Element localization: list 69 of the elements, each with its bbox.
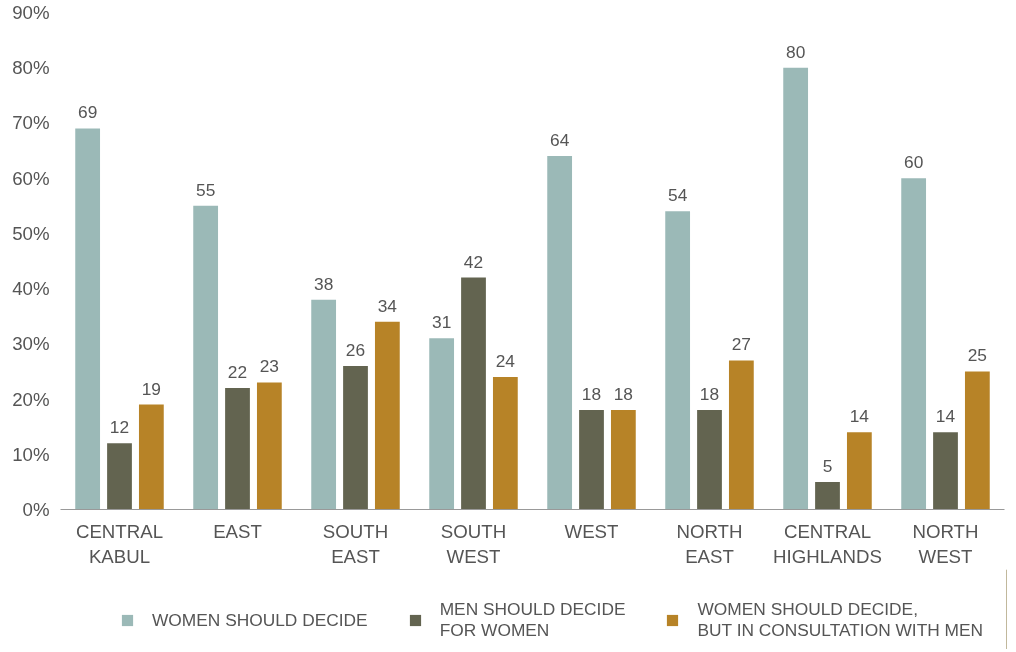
bar — [374, 321, 400, 510]
y-tick-label: 10% — [12, 443, 50, 465]
data-label: 80 — [786, 41, 806, 62]
x-tick-label: EAST — [213, 520, 262, 542]
y-tick-label: 0% — [22, 499, 50, 520]
bar — [610, 410, 636, 510]
y-tick-label: 30% — [12, 333, 50, 355]
x-tick-label: NORTH EAST — [676, 520, 743, 567]
bar — [138, 404, 164, 510]
y-tick-label: 20% — [12, 388, 50, 410]
data-label: 14 — [935, 406, 956, 427]
data-label: 18 — [581, 384, 602, 405]
data-label: 18 — [699, 384, 720, 405]
bar — [665, 211, 691, 510]
bar — [311, 299, 337, 510]
y-tick-label: 70% — [12, 112, 50, 134]
y-tick-label: 90% — [12, 2, 50, 23]
data-label: 69 — [78, 102, 98, 123]
data-label: 64 — [550, 130, 570, 151]
bar — [933, 432, 958, 510]
data-label: 31 — [432, 312, 452, 333]
data-label: 27 — [731, 334, 751, 355]
data-label: 14 — [849, 406, 870, 427]
data-label: 60 — [904, 152, 924, 173]
bar — [107, 443, 132, 510]
data-label: 24 — [495, 350, 516, 371]
bar — [846, 432, 872, 510]
data-label: 23 — [259, 356, 279, 377]
bar — [75, 128, 101, 510]
bar — [492, 376, 518, 510]
x-tick-label: SOUTH WEST — [440, 520, 507, 567]
bar — [901, 178, 927, 510]
bar — [783, 67, 809, 510]
data-label: 42 — [463, 251, 484, 272]
y-tick-label: 50% — [12, 222, 50, 244]
data-label: 12 — [109, 417, 130, 438]
bar — [547, 156, 573, 510]
bar — [343, 365, 368, 510]
x-tick-label: CENTRAL HIGHLANDS — [773, 520, 882, 567]
legend-label: WOMEN SHOULD DECIDE — [152, 609, 368, 631]
data-label: 26 — [345, 339, 366, 360]
bar — [579, 410, 604, 510]
data-label: 54 — [668, 185, 688, 206]
x-tick-label: NORTH WEST — [912, 520, 979, 567]
x-tick-label: CENTRAL KABUL — [75, 520, 164, 567]
x-tick-label: WEST — [564, 520, 619, 542]
bar — [815, 481, 840, 510]
data-label: 19 — [141, 378, 161, 399]
bar — [964, 371, 990, 510]
data-label: 18 — [613, 384, 633, 405]
data-label: 34 — [377, 295, 398, 316]
x-tick-label: SOUTH EAST — [322, 520, 389, 567]
bar — [728, 360, 754, 510]
bar — [697, 410, 722, 510]
legend-label: WOMEN SHOULD DECIDE, BUT IN CONSULTATION WITH MEN — [697, 599, 984, 641]
data-label: 5 — [822, 455, 833, 476]
data-label: 55 — [196, 179, 216, 200]
bar — [225, 388, 250, 510]
legend-label: MEN SHOULD DECIDE FOR WOMEN — [439, 599, 626, 641]
y-tick-label: 80% — [12, 57, 50, 79]
data-label: 22 — [227, 362, 248, 383]
bar — [256, 382, 282, 510]
bar — [429, 338, 455, 510]
data-label: 25 — [967, 345, 987, 366]
bar — [193, 205, 219, 510]
y-tick-label: 60% — [12, 167, 50, 189]
bar — [461, 277, 486, 510]
data-label: 38 — [314, 273, 334, 294]
y-tick-label: 40% — [12, 278, 50, 300]
